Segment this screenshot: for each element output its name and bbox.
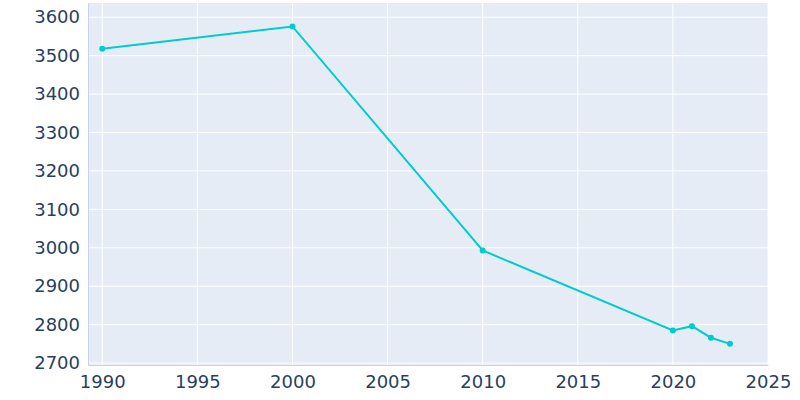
- x-tick: 2000: [270, 365, 316, 392]
- x-axis-line: [89, 365, 769, 366]
- x-tick-label: 2010: [460, 371, 506, 392]
- y-tick-label: 2700: [34, 352, 80, 373]
- x-tick-label: 1990: [80, 371, 126, 392]
- y-tick: 2900: [34, 275, 88, 296]
- y-grid-line: [88, 94, 768, 95]
- x-tick-label: 2025: [746, 371, 792, 392]
- marker: [727, 341, 733, 347]
- y-tick: 2700: [34, 352, 88, 373]
- y-grid-line: [88, 17, 768, 18]
- x-tick-label: 2015: [555, 371, 601, 392]
- y-axis: 2700 2800 2900 3000 3100 3200 3300 3400 3500 3600: [34, 4, 88, 374]
- y-grid-line: [88, 286, 768, 287]
- y-tick: 3200: [34, 160, 88, 181]
- x-tick: 2015: [555, 365, 601, 392]
- x-grid-line: [482, 3, 483, 365]
- y-grid-line: [88, 170, 768, 171]
- chart: 1990 1995 2000 2005 2010 2015 2020 2025 2700 2800…: [0, 0, 800, 400]
- grid: [88, 3, 768, 365]
- plot: 1990 1995 2000 2005 2010 2015 2020 2025 2700 2800…: [34, 3, 791, 392]
- line: [102, 26, 730, 343]
- x-grid-line: [387, 3, 388, 365]
- x-tick: 1995: [175, 365, 221, 392]
- x-tick: 2020: [650, 365, 696, 392]
- y-tick-label: 3400: [34, 83, 80, 104]
- x-tick-label: 2020: [650, 371, 696, 392]
- y-tick-label: 3500: [34, 45, 80, 66]
- x-tick: 2005: [365, 365, 411, 392]
- y-tick: 3500: [34, 45, 88, 66]
- x-grid-line: [672, 3, 673, 365]
- marker: [670, 327, 676, 333]
- y-tick: 3000: [34, 237, 88, 258]
- x-tick: 2025: [746, 365, 792, 392]
- x-grid-line: [768, 3, 769, 365]
- y-grid-line: [88, 247, 768, 248]
- marker: [289, 23, 295, 29]
- y-grid-line: [88, 324, 768, 325]
- y-tick-label: 3000: [34, 237, 80, 258]
- y-grid-line: [88, 132, 768, 133]
- y-tick: 3300: [34, 122, 88, 143]
- x-tick-label: 2005: [365, 371, 411, 392]
- y-tick-label: 2900: [34, 275, 80, 296]
- y-tick-label: 3100: [34, 199, 80, 220]
- y-tick: 3600: [34, 6, 88, 27]
- x-axis: 1990 1995 2000 2005 2010 2015 2020 2025: [80, 365, 792, 392]
- marker: [689, 323, 695, 329]
- plot-background: [88, 3, 768, 365]
- y-tick: 3100: [34, 199, 88, 220]
- x-grid-line: [197, 3, 198, 365]
- y-axis-line: [88, 4, 89, 366]
- x-grid-line: [292, 3, 293, 365]
- y-tick: 3400: [34, 83, 88, 104]
- y-grid-line: [88, 209, 768, 210]
- y-grid-line: [88, 55, 768, 56]
- x-grid-line: [577, 3, 578, 365]
- y-grid-line: [88, 363, 768, 364]
- y-tick-label: 3300: [34, 122, 80, 143]
- y-tick-label: 3600: [34, 6, 80, 27]
- y-tick-label: 3200: [34, 160, 80, 181]
- x-tick-label: 1995: [175, 371, 221, 392]
- y-tick: 2800: [34, 314, 88, 335]
- y-tick-label: 2800: [34, 314, 80, 335]
- x-tick: 1990: [80, 365, 126, 392]
- marker: [480, 247, 486, 253]
- marker: [708, 335, 714, 341]
- marker: [99, 46, 105, 52]
- data: [99, 23, 733, 346]
- x-tick: 2010: [460, 365, 506, 392]
- x-grid-line: [102, 3, 103, 365]
- x-tick-label: 2000: [270, 371, 316, 392]
